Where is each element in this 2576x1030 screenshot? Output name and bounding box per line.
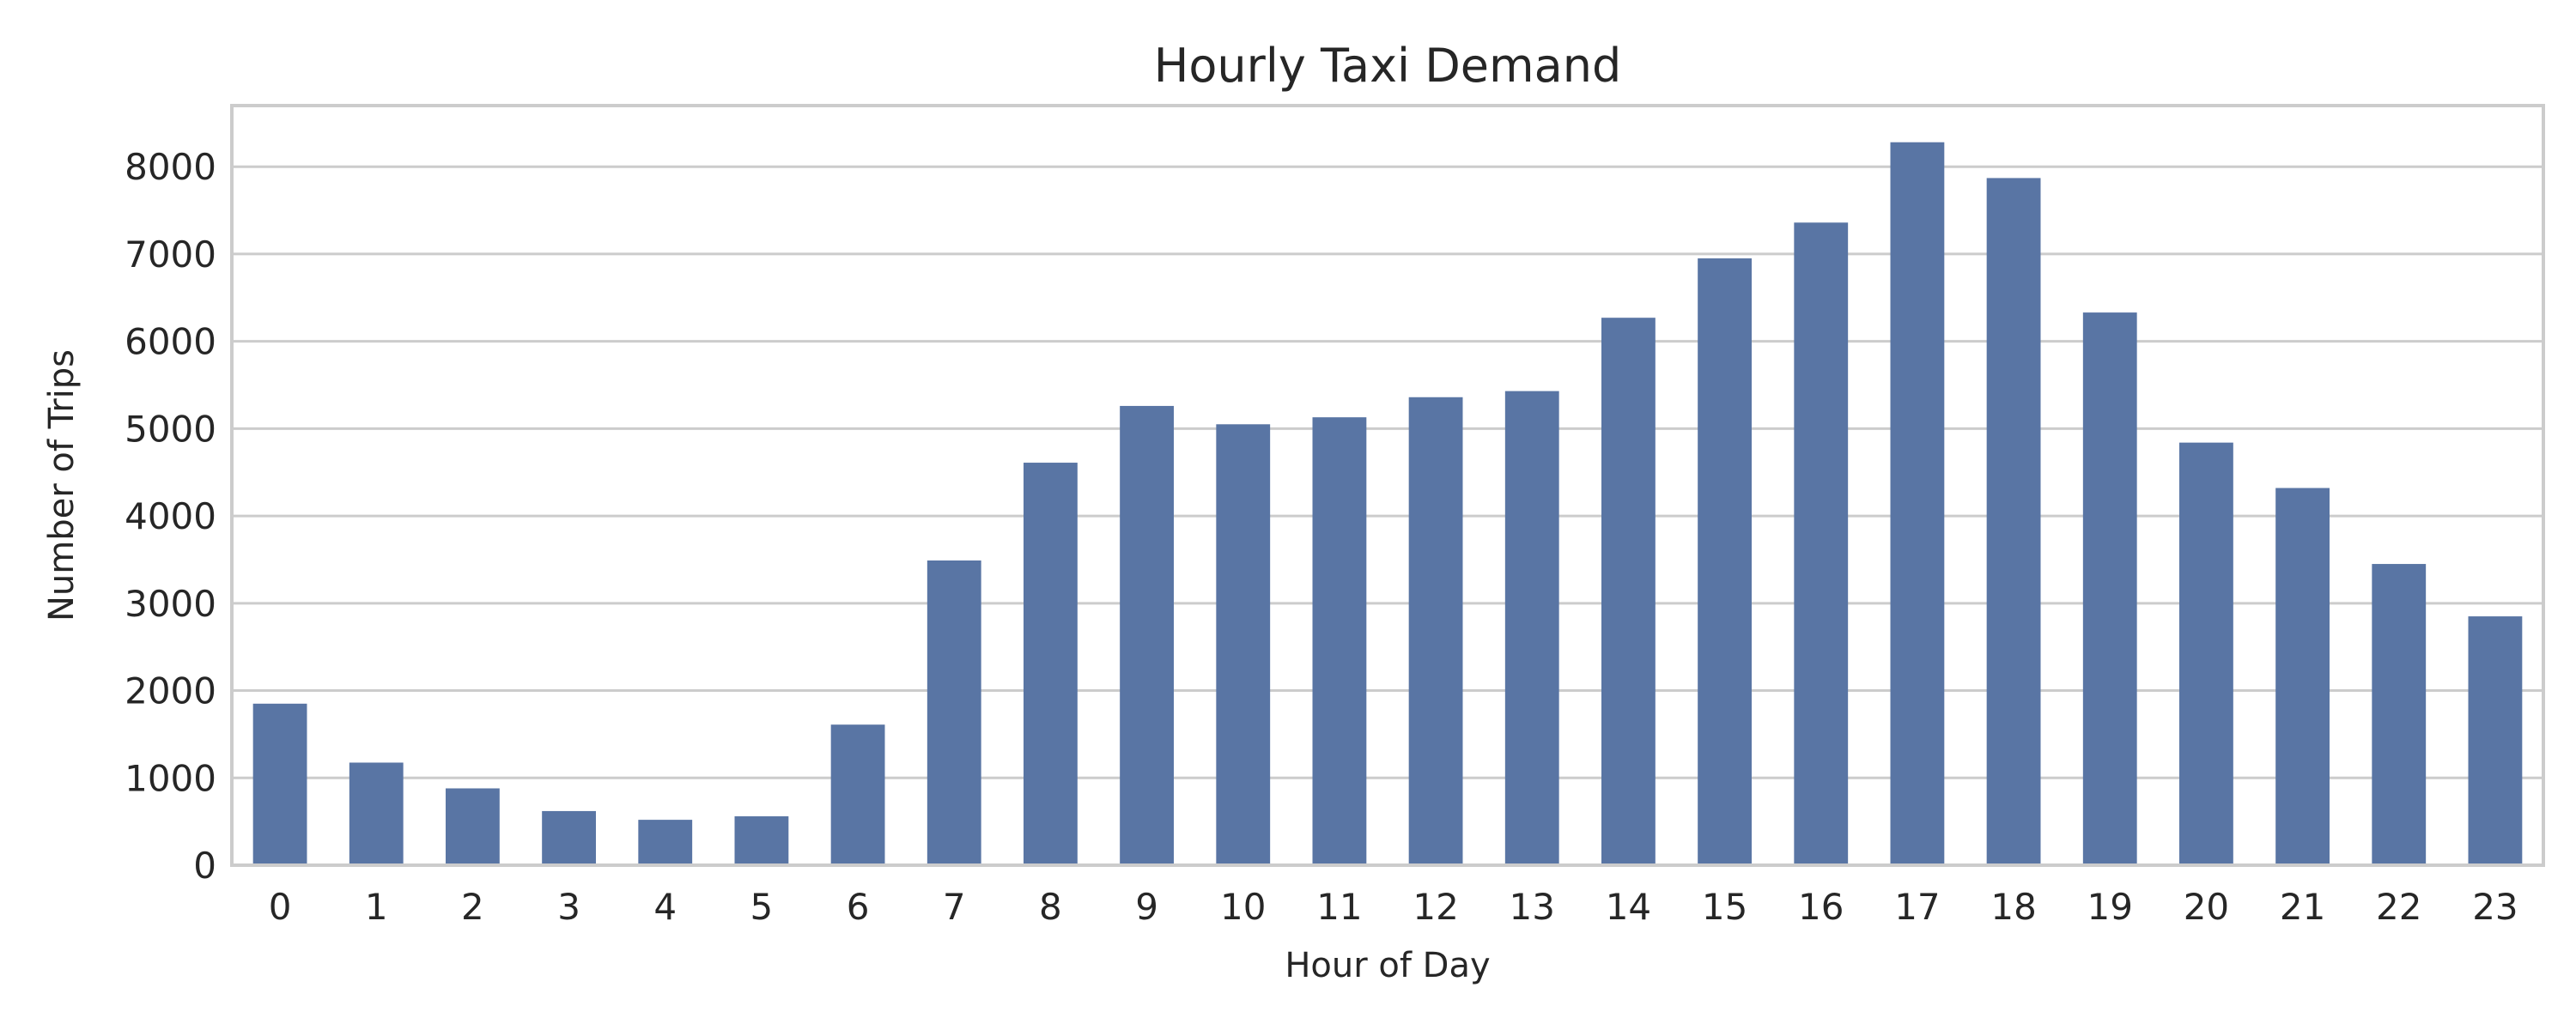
y-tick-label-6000: 6000 [125, 321, 216, 363]
x-tick-label-20: 20 [2184, 886, 2229, 928]
x-tick-label-10: 10 [1220, 886, 1266, 928]
bar-hour-7 [927, 560, 981, 865]
x-tick-label-22: 22 [2376, 886, 2421, 928]
x-tick-label-9: 9 [1135, 886, 1158, 928]
bar-hour-1 [349, 762, 404, 865]
bars [252, 142, 2523, 866]
bar-hour-12 [1408, 397, 1463, 865]
bar-hour-20 [2179, 442, 2233, 865]
x-tick-label-23: 23 [2472, 886, 2518, 928]
y-axis-label: Number of Trips [42, 349, 82, 621]
x-tick-label-19: 19 [2087, 886, 2133, 928]
x-tick-label-3: 3 [557, 886, 580, 928]
x-tick-label-4: 4 [653, 886, 677, 928]
bar-hour-8 [1024, 463, 1078, 865]
x-tick-label-8: 8 [1039, 886, 1062, 928]
x-tick-label-17: 17 [1894, 886, 1940, 928]
y-tick-label-7000: 7000 [125, 233, 216, 276]
bar-hour-19 [2082, 312, 2137, 866]
x-tick-label-11: 11 [1316, 886, 1362, 928]
plot-frame [230, 104, 2545, 867]
chart-title: Hourly Taxi Demand [1154, 39, 1621, 93]
bar-hour-17 [1890, 142, 1945, 866]
bar-hour-0 [252, 703, 307, 865]
bar-hour-22 [2372, 564, 2427, 865]
y-tick-label-8000: 8000 [125, 146, 216, 188]
bar-hour-18 [1986, 178, 2041, 865]
y-tick-labels: 0 1000 2000 3000 4000 5000 6000 7000 8000 [125, 146, 216, 887]
y-tick-label-1000: 1000 [125, 757, 216, 799]
x-tick-labels: 0 1 2 3 4 5 6 7 8 9 10 11 12 13 14 15 16 17 18 19 20 21 22 23 [269, 886, 2518, 928]
bar-hour-15 [1698, 258, 1752, 866]
bar-hour-16 [1794, 222, 1849, 866]
grid-lines [232, 165, 2543, 867]
x-tick-label-12: 12 [1413, 886, 1458, 928]
bar-hour-14 [1601, 318, 1656, 865]
bar-hour-9 [1120, 405, 1174, 865]
x-tick-label-6: 6 [847, 886, 870, 928]
x-tick-label-0: 0 [269, 886, 292, 928]
bar-hour-2 [446, 788, 500, 865]
x-tick-label-16: 16 [1798, 886, 1844, 928]
x-tick-label-15: 15 [1702, 886, 1747, 928]
bar-hour-4 [638, 820, 693, 865]
x-tick-label-14: 14 [1606, 886, 1651, 928]
x-tick-label-5: 5 [750, 886, 774, 928]
bar-hour-6 [830, 724, 885, 865]
x-tick-label-13: 13 [1510, 886, 1555, 928]
bar-hour-3 [542, 810, 596, 865]
x-axis-label: Hour of Day [1285, 946, 1490, 985]
x-tick-label-21: 21 [2280, 886, 2325, 928]
bar-hour-11 [1312, 417, 1367, 866]
bar-hour-13 [1504, 391, 1559, 865]
bar-hour-21 [2275, 488, 2330, 865]
x-tick-label-2: 2 [461, 886, 484, 928]
y-tick-label-4000: 4000 [125, 495, 216, 537]
x-tick-label-7: 7 [943, 886, 966, 928]
y-tick-label-2000: 2000 [125, 670, 216, 712]
bar-hour-23 [2468, 616, 2523, 865]
x-tick-label-18: 18 [1990, 886, 2036, 928]
x-tick-label-1: 1 [365, 886, 388, 928]
y-tick-label-0: 0 [193, 845, 216, 887]
y-tick-label-5000: 5000 [125, 408, 216, 450]
y-tick-label-3000: 3000 [125, 583, 216, 625]
bar-hour-5 [734, 816, 789, 865]
bar-hour-10 [1216, 424, 1271, 865]
